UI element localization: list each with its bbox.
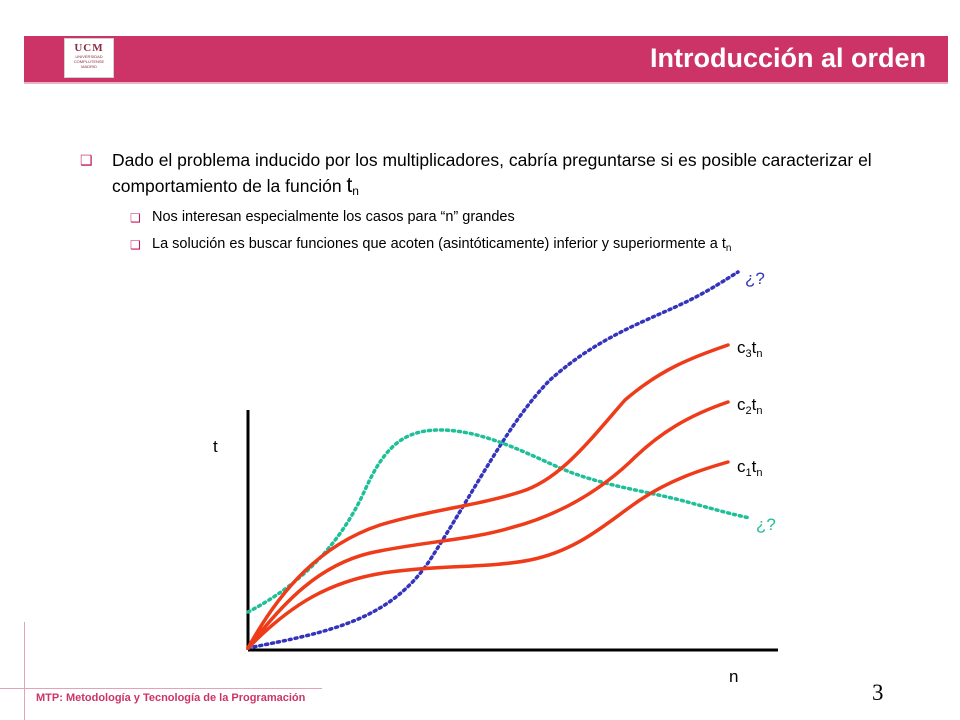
slide-title: Introducción al orden xyxy=(649,43,926,73)
bullet-sub-2-body: La solución es buscar funciones que acot… xyxy=(152,236,726,252)
c2tn-label-base: c xyxy=(737,395,746,414)
lower-unknown-label: ¿? xyxy=(756,515,776,534)
c1tn-label-base: c xyxy=(737,457,746,476)
c1tn-label-var: t xyxy=(752,457,757,476)
bullet-sub-2-subscript: n xyxy=(725,243,732,254)
page-number: 3 xyxy=(872,680,884,705)
bullet-sub-1: ❑ Nos interesan especialmente los casos … xyxy=(130,208,515,226)
header-bar xyxy=(24,36,948,82)
checkbox-bullet-icon: ❑ xyxy=(130,211,141,225)
bullet-sub-2-text: La solución es buscar funciones que acot… xyxy=(152,235,731,258)
ucm-logo: UCM UNIVERSIDAD COMPLUTENSE MADRID xyxy=(64,38,114,78)
logo-line-3: MADRID xyxy=(81,64,97,69)
c3tn-label-index: 3 xyxy=(746,348,752,360)
logo-line-2: COMPLUTENSE xyxy=(73,59,105,64)
y-axis-label: t xyxy=(213,437,218,456)
bullet-main-body: Dado el problema inducido por los multip… xyxy=(112,150,872,196)
checkbox-bullet-icon: ❑ xyxy=(130,238,141,252)
c3tn-label: c3tn xyxy=(737,338,762,360)
checkbox-bullet-icon: ❑ xyxy=(80,152,93,168)
c2tn-label-sub: n xyxy=(756,405,762,417)
c3tn-label-sub: n xyxy=(756,348,762,360)
lower-bound-unknown-curve xyxy=(246,428,752,614)
footer-course-name: MTP: Metodología y Tecnología de la Prog… xyxy=(36,692,306,704)
x-axis-label: n xyxy=(729,667,738,686)
c3tn-label-var: t xyxy=(752,338,757,357)
bullet-sub-1-text: Nos interesan especialmente los casos pa… xyxy=(152,209,515,225)
logo-line-1: UNIVERSIDAD xyxy=(75,54,103,59)
c2tn-label-var: t xyxy=(752,395,757,414)
c1tn-label: c1tn xyxy=(737,457,762,479)
bullet-sub-2: ❑ La solución es buscar funciones que ac… xyxy=(130,235,731,258)
footer-horizontal-rule xyxy=(0,688,322,689)
upper-bound-unknown-curve xyxy=(246,270,740,650)
c3tn-curve xyxy=(246,343,730,650)
c2tn-label: c2tn xyxy=(737,395,762,417)
c1tn-curve xyxy=(246,460,730,650)
bullet-main: ❑ Dado el problema inducido por los mult… xyxy=(80,148,900,204)
header-shadow xyxy=(24,82,948,84)
c2tn-curve xyxy=(246,400,730,650)
logo-title: UCM xyxy=(74,42,104,54)
tn-subscript: n xyxy=(352,184,359,198)
upper-unknown-label: ¿? xyxy=(745,269,765,288)
c2tn-label-index: 2 xyxy=(746,405,752,417)
c1tn-label-index: 1 xyxy=(746,467,752,479)
bullet-main-text: Dado el problema inducido por los multip… xyxy=(112,148,900,204)
c3tn-label-base: c xyxy=(737,338,746,357)
c1tn-label-sub: n xyxy=(756,467,762,479)
tn-symbol: t xyxy=(346,174,353,197)
footer-vertical-rule xyxy=(24,622,25,720)
